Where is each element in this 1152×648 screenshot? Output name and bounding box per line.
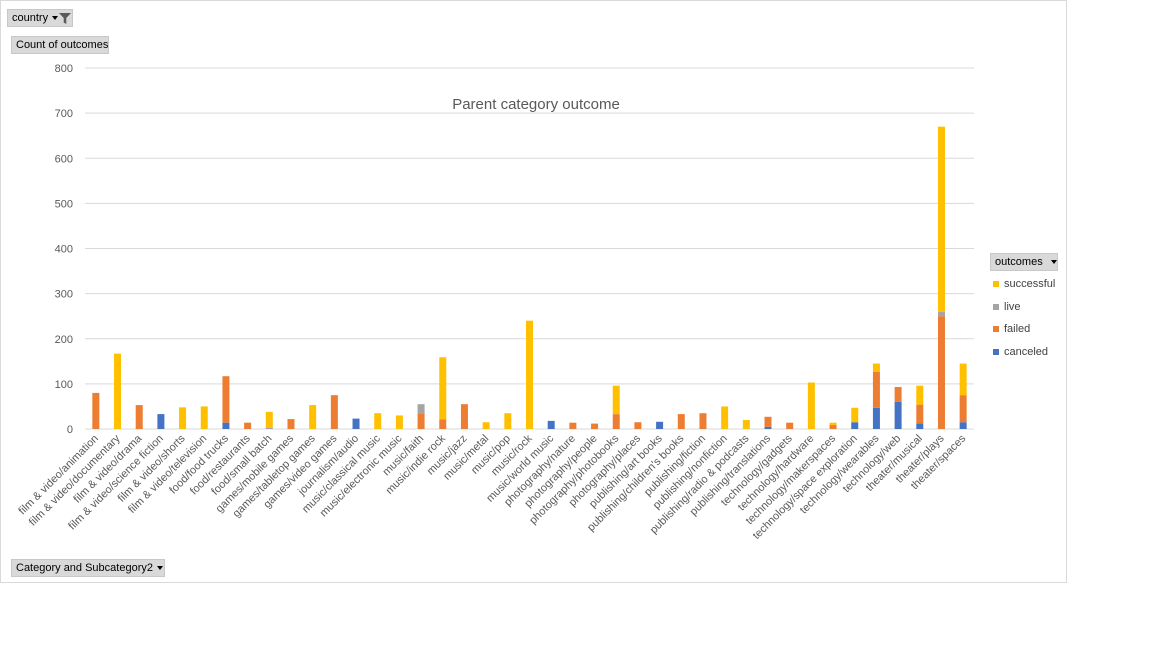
filter-funnel-icon bbox=[59, 12, 72, 24]
y-tick-label: 300 bbox=[55, 289, 73, 301]
bar-segment-canceled bbox=[851, 422, 859, 429]
y-tick-label: 700 bbox=[55, 108, 73, 120]
bar-segment-live bbox=[937, 311, 945, 317]
legend-swatch bbox=[993, 348, 999, 355]
bar-segment-failed bbox=[417, 413, 425, 429]
bar-segment-successful bbox=[526, 320, 533, 429]
bar-segment-failed bbox=[916, 404, 924, 424]
legend-label: successful bbox=[1004, 278, 1056, 291]
bar-segment-failed bbox=[330, 395, 338, 429]
bar-segment-failed bbox=[959, 395, 967, 423]
plot-svg: 0 100 200 300 400 500 600 700 800 Parent category… bbox=[16, 63, 974, 542]
bar-segment-failed bbox=[937, 316, 945, 429]
legend-swatch bbox=[993, 303, 999, 310]
bar-segment-successful bbox=[937, 126, 945, 312]
axis-field-button[interactable]: Category and Subcategory2 bbox=[11, 559, 165, 577]
bar-segment-failed bbox=[764, 416, 772, 427]
bar-segment-failed bbox=[569, 422, 577, 429]
bar-segment-failed bbox=[699, 413, 707, 429]
bar-segment-successful bbox=[742, 419, 750, 429]
legend-item-live: live bbox=[993, 296, 1073, 319]
legend-label: live bbox=[1004, 300, 1021, 313]
y-tick-label: 200 bbox=[55, 334, 73, 346]
bar-segment-canceled bbox=[959, 422, 967, 429]
value-field-button[interactable]: Count of outcomes bbox=[11, 36, 109, 54]
bar-segment-canceled bbox=[916, 423, 924, 429]
bar-segment-successful bbox=[829, 422, 837, 425]
bar-segment-canceled bbox=[547, 420, 555, 429]
bar-segment-successful bbox=[374, 413, 382, 429]
bar-segment-failed bbox=[244, 422, 252, 429]
dropdown-arrow-icon bbox=[52, 16, 59, 21]
y-tick-label: 500 bbox=[55, 198, 73, 210]
y-tick-label: 0 bbox=[67, 424, 73, 436]
bar-segment-failed bbox=[135, 405, 143, 429]
country-filter-label: country bbox=[12, 12, 49, 24]
bar-segment-successful bbox=[959, 363, 967, 396]
legend-label: failed bbox=[1004, 323, 1031, 336]
bar-segment-failed bbox=[460, 404, 468, 429]
legend-swatch bbox=[993, 281, 999, 288]
bar-segment-failed bbox=[872, 371, 880, 408]
bar-segment-canceled bbox=[352, 418, 360, 429]
bar-segment-live bbox=[417, 404, 425, 414]
bar-segment-failed bbox=[894, 387, 902, 402]
bar-segment-canceled bbox=[894, 401, 902, 429]
bar-segment-successful bbox=[807, 382, 815, 429]
bar-segment-canceled bbox=[764, 426, 772, 429]
bar-segment-failed bbox=[92, 392, 100, 429]
bar-segment-failed bbox=[591, 423, 599, 429]
y-tick-label: 800 bbox=[55, 63, 73, 75]
bar-segment-successful bbox=[916, 385, 924, 405]
bar-segment-successful bbox=[721, 406, 729, 429]
y-tick-label: 400 bbox=[55, 244, 73, 256]
bar-segment-failed bbox=[829, 424, 837, 429]
bar-segment-live bbox=[265, 427, 273, 429]
bar-segment-failed bbox=[677, 414, 685, 429]
legend-item-failed: failed bbox=[993, 318, 1073, 341]
legend: successful live failed canceled bbox=[993, 273, 1073, 363]
legend-item-successful: successful bbox=[993, 273, 1073, 296]
country-filter-button[interactable]: country bbox=[7, 9, 73, 27]
chart-title: Parent category outcome bbox=[452, 96, 620, 113]
bar-segment-canceled bbox=[656, 421, 664, 429]
bar-segment-successful bbox=[851, 407, 859, 423]
legend-field-button[interactable]: outcomes bbox=[990, 253, 1058, 271]
bar-segment-successful bbox=[179, 407, 187, 429]
dropdown-arrow-icon bbox=[156, 566, 163, 571]
axis-field-label: Category and Subcategory2 bbox=[16, 562, 153, 574]
bar-segment-successful bbox=[439, 357, 447, 420]
bar-segment-successful bbox=[482, 422, 490, 429]
bar-segment-canceled bbox=[872, 407, 880, 429]
y-tick-label: 100 bbox=[55, 379, 73, 391]
bar-segment-failed bbox=[222, 376, 230, 423]
y-tick-label: 600 bbox=[55, 153, 73, 165]
bar-segment-successful bbox=[265, 411, 273, 428]
bar-segment-successful bbox=[612, 385, 620, 415]
bar-segment-canceled bbox=[222, 422, 230, 429]
bar-segment-successful bbox=[114, 353, 122, 429]
bar-segment-successful bbox=[872, 363, 880, 372]
bar-segment-failed bbox=[786, 422, 794, 429]
bar-segment-failed bbox=[287, 419, 295, 429]
bar-segment-successful bbox=[504, 413, 512, 429]
bar-segment-failed bbox=[634, 422, 642, 429]
legend-label: canceled bbox=[1004, 345, 1049, 358]
bar-segment-successful bbox=[395, 415, 403, 429]
bar-segment-failed bbox=[439, 419, 447, 429]
legend-item-canceled: canceled bbox=[993, 341, 1073, 364]
legend-swatch bbox=[993, 326, 999, 333]
legend-field-label: outcomes bbox=[995, 256, 1043, 268]
bar-segment-successful bbox=[200, 406, 208, 429]
bar-segment-successful bbox=[309, 405, 317, 429]
chart-area: 0 100 200 300 400 500 600 700 800 Parent category… bbox=[0, 0, 1067, 583]
bar-segment-failed bbox=[612, 414, 620, 429]
value-field-label: Count of outcomes bbox=[16, 39, 109, 51]
dropdown-arrow-icon bbox=[1050, 260, 1057, 265]
bar-segment-canceled bbox=[157, 414, 165, 429]
